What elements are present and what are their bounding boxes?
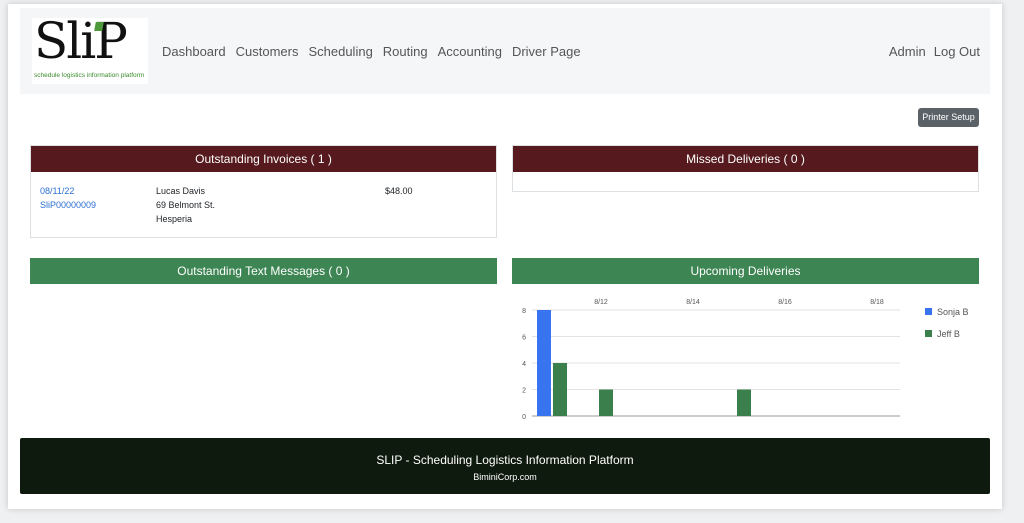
- outstanding-invoices-header: Outstanding Invoices ( 1 ): [31, 146, 496, 172]
- invoice-number-link[interactable]: SliP00000009: [40, 200, 97, 210]
- bar-jeff-b: [599, 389, 613, 416]
- nav-driver-page[interactable]: Driver Page: [511, 44, 581, 59]
- outstanding-texts-card: Outstanding Text Messages ( 0 ): [30, 258, 497, 284]
- logo-tagline: schedule logistics information platform: [34, 72, 145, 79]
- invoice-row: 08/11/22 SliP00000009 Lucas Davis 69 Bel…: [31, 172, 496, 238]
- nav-accounting[interactable]: Accounting: [437, 44, 502, 59]
- outstanding-invoices-card: Outstanding Invoices ( 1 ) 08/11/22 SliP…: [30, 145, 497, 238]
- navbar: SliP schedule logistics information plat…: [20, 8, 990, 94]
- bar-jeff-b: [737, 389, 751, 416]
- user-nav: Admin Log Out: [889, 44, 980, 59]
- logo-accent-icon: [94, 22, 104, 31]
- legend-label: Sonja B: [937, 307, 969, 317]
- legend-swatch: [925, 330, 932, 337]
- missed-deliveries-header: Missed Deliveries ( 0 ): [513, 146, 978, 172]
- page: SliP schedule logistics information plat…: [8, 4, 1002, 509]
- invoice-amount: $48.00: [385, 186, 413, 196]
- y-tick-label: 0: [522, 414, 526, 421]
- printer-setup-button[interactable]: Printer Setup: [918, 108, 979, 127]
- x-tick-label: 8/14: [686, 299, 700, 306]
- logo-wordmark: SliP: [34, 12, 128, 70]
- logo[interactable]: SliP schedule logistics information plat…: [32, 12, 148, 84]
- x-tick-label: 8/18: [870, 299, 884, 306]
- upcoming-deliveries-card: Upcoming Deliveries 0 2 4 6 8 8/12 8/14 8/16 8/1…: [512, 258, 979, 424]
- nav-admin[interactable]: Admin: [888, 44, 926, 59]
- invoice-customer-address: 69 Belmont St.: [156, 200, 216, 210]
- outstanding-texts-header: Outstanding Text Messages ( 0 ): [30, 258, 497, 284]
- missed-deliveries-card: Missed Deliveries ( 0 ): [512, 145, 979, 192]
- y-tick-label: 4: [522, 361, 526, 368]
- y-tick-label: 2: [522, 388, 526, 395]
- main-nav: Dashboard Customers Scheduling Routing A…: [162, 44, 581, 59]
- x-tick-label: 8/12: [594, 299, 608, 306]
- footer: SLIP - Scheduling Logistics Information …: [20, 438, 990, 494]
- upcoming-deliveries-header: Upcoming Deliveries: [512, 258, 979, 284]
- nav-dashboard[interactable]: Dashboard: [162, 44, 226, 59]
- nav-customers[interactable]: Customers: [235, 44, 299, 59]
- footer-link[interactable]: BiminiCorp.com: [473, 472, 537, 482]
- bar-jeff-b: [553, 363, 567, 416]
- y-tick-label: 8: [522, 308, 526, 315]
- footer-title: SLIP - Scheduling Logistics Information …: [376, 453, 634, 467]
- invoice-customer-name: Lucas Davis: [156, 186, 206, 196]
- upcoming-deliveries-chart: 0 2 4 6 8 8/12 8/14 8/16 8/18 Sonja B Jeff B: [522, 299, 969, 421]
- bar-sonja-b: [537, 310, 551, 416]
- nav-scheduling[interactable]: Scheduling: [308, 44, 373, 59]
- legend-label: Jeff B: [937, 329, 960, 339]
- x-tick-label: 8/16: [778, 299, 792, 306]
- y-tick-label: 6: [522, 335, 526, 342]
- invoice-date-link[interactable]: 08/11/22: [40, 186, 75, 196]
- nav-routing[interactable]: Routing: [382, 44, 428, 59]
- nav-logout[interactable]: Log Out: [933, 44, 980, 59]
- invoice-customer-city: Hesperia: [156, 214, 193, 224]
- legend-swatch: [925, 308, 932, 315]
